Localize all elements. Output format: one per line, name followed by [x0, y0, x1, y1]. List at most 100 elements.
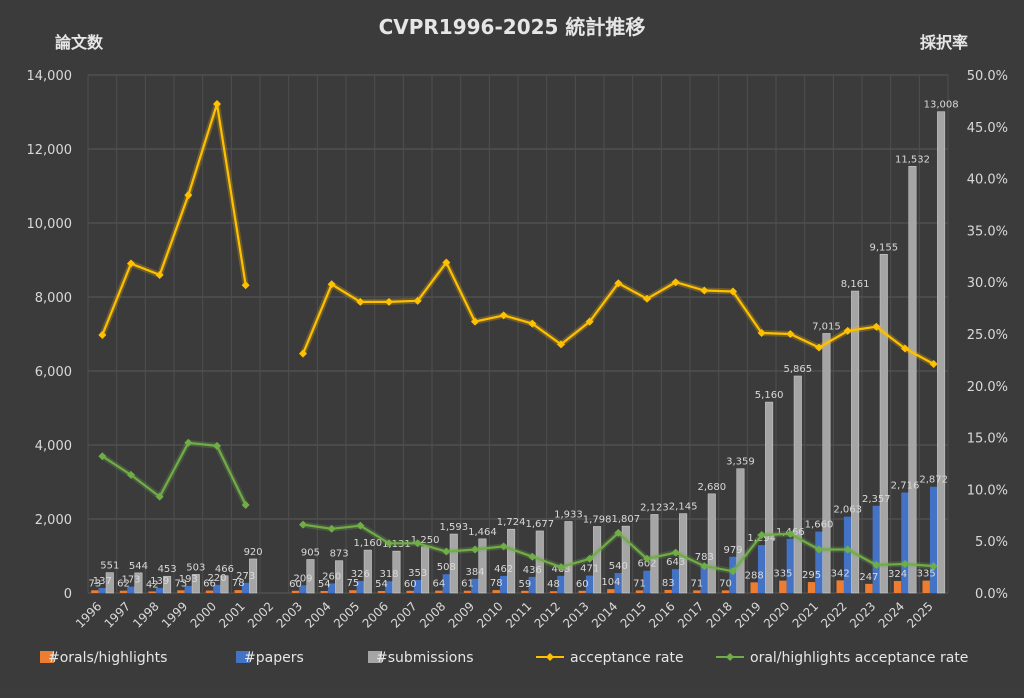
bar-data-label: 318: [379, 569, 398, 580]
x-tick-label: 2007: [388, 599, 419, 630]
x-tick-label: 1998: [130, 599, 161, 630]
point-acceptance-rate: [528, 319, 537, 328]
bar-data-label: 7,015: [812, 321, 841, 332]
x-tick-label: 2004: [302, 599, 333, 630]
bar-papers: [643, 570, 651, 593]
bar-papers: [872, 505, 881, 593]
bar-submissions: [564, 521, 573, 594]
point-oral-highlights-acceptance-rate: [299, 520, 307, 529]
point-acceptance-rate: [671, 278, 680, 287]
point-oral-highlights-acceptance-rate: [671, 548, 680, 557]
point-acceptance-rate: [901, 344, 909, 353]
y-right-tick-labels: 0.0% 5.0% 10.0% 15.0% 20.0% 25.0% 30.0% 35.0% 40…: [967, 69, 1008, 602]
point-oral-highlights-acceptance-rate: [815, 545, 823, 554]
bar-data-label: 3,359: [726, 457, 755, 468]
bar-oralshighlights: [463, 590, 472, 593]
point-oral-highlights-acceptance-rate: [901, 559, 909, 568]
point-oral-highlights-acceptance-rate: [786, 529, 795, 538]
bar-submissions: [163, 575, 172, 594]
bar-data-label: 209: [293, 573, 312, 584]
bar-data-label: 335: [917, 569, 936, 580]
x-tick-label: 2016: [646, 599, 677, 630]
point-acceptance-rate: [843, 326, 852, 335]
bar-data-label: 2,063: [833, 505, 862, 516]
x-tick-label: 2009: [446, 599, 477, 630]
bar-data-label: 1,464: [468, 527, 497, 538]
x-tick-label: 2015: [618, 599, 649, 630]
bar-data-label: 2,716: [891, 481, 920, 492]
x-tick-label: 2011: [503, 599, 534, 630]
point-acceptance-rate: [757, 328, 766, 337]
x-tick-labels: 1996199719981999200020012002200320042005…: [73, 599, 936, 630]
line-glow-acceptance-rate: [300, 259, 936, 367]
point-oral-highlights-acceptance-rate: [557, 563, 565, 572]
bar-oralshighlights: [549, 591, 558, 593]
point-acceptance-rate: [499, 311, 508, 320]
bar-data-label: 70: [719, 578, 732, 589]
x-tick-label: 2023: [847, 599, 878, 630]
point-acceptance-rate: [729, 287, 737, 296]
bar-submissions: [449, 533, 458, 594]
legend-label: acceptance rate: [570, 650, 684, 666]
point-acceptance-rate: [413, 296, 422, 305]
bar-submissions: [249, 558, 258, 594]
x-tick-label: 2002: [245, 599, 276, 630]
bar-data-label: 2,123: [640, 502, 669, 513]
bar-papers: [98, 587, 107, 593]
point-acceptance-rate: [815, 343, 823, 352]
point-oral-highlights-acceptance-rate: [155, 492, 164, 501]
point-acceptance-rate: [442, 258, 451, 267]
bar-data-label: 173: [121, 575, 140, 586]
bar-data-label: 9,155: [869, 242, 898, 253]
bar-data-label: 61: [461, 579, 474, 590]
bar-submissions: [220, 575, 229, 594]
bar-data-label: 59: [519, 579, 532, 590]
bar-papers: [213, 584, 221, 593]
y-right-tick-label: 0.0%: [975, 587, 1008, 602]
bar-papers: [184, 585, 193, 593]
bar-data-label: 1,933: [554, 509, 583, 520]
legend: #orals/highlights #papers #submissions acce…: [40, 650, 968, 666]
point-oral-highlights-acceptance-rate: [98, 452, 107, 461]
y-right-tick-label: 30.0%: [967, 276, 1008, 291]
bar-data-label: 1,798: [583, 514, 612, 525]
bar-papers: [557, 575, 565, 593]
x-tick-label: 2014: [589, 599, 620, 630]
bar-data-label: 247: [859, 572, 878, 583]
x-tick-label: 2012: [532, 599, 563, 630]
point-oral-highlights-acceptance-rate: [499, 542, 508, 551]
point-acceptance-rate: [213, 100, 221, 109]
bar-papers: [786, 538, 795, 593]
bar-data-label: 2,872: [919, 475, 948, 486]
bar-oralshighlights: [148, 591, 156, 593]
bar-data-label: 2,145: [669, 502, 698, 513]
point-acceptance-rate: [127, 259, 135, 268]
legend-swatch: [368, 651, 382, 663]
bar-oralshighlights: [865, 583, 873, 593]
y-left-tick-label: 0: [64, 587, 72, 602]
point-oral-highlights-acceptance-rate: [413, 539, 422, 548]
bar-data-label: 1,660: [805, 520, 834, 531]
bar-submissions: [793, 375, 802, 594]
bar-data-labels: 73 62 42 73 66 78 60 54 75 54 60 64 61 78 59 48 60 104 71 8…: [89, 100, 959, 591]
point-oral-highlights-acceptance-rate: [356, 521, 365, 530]
x-tick-label: 2017: [675, 599, 706, 630]
bar-papers: [700, 564, 709, 593]
bar-oralshighlights: [750, 582, 758, 593]
bar-data-label: 220: [207, 573, 226, 584]
chart-title: CVPR1996-2025 統計推移: [379, 15, 646, 39]
bar-data-label: 83: [662, 578, 675, 589]
bar-data-label: 73: [89, 578, 102, 589]
gridlines: [87, 74, 949, 594]
y-right-tick-label: 20.0%: [967, 380, 1008, 395]
x-tick-label: 2021: [790, 599, 821, 630]
bar-papers: [385, 581, 393, 593]
x-tick-label: 1997: [102, 599, 133, 630]
bar-data-label: 508: [437, 562, 456, 573]
legend-marker: [546, 653, 554, 661]
bar-oralshighlights: [578, 590, 586, 593]
bar-submissions: [822, 333, 831, 594]
y-right-tick-label: 35.0%: [967, 224, 1008, 239]
bar-data-label: 873: [330, 549, 349, 560]
legend-label: #papers: [244, 650, 304, 666]
